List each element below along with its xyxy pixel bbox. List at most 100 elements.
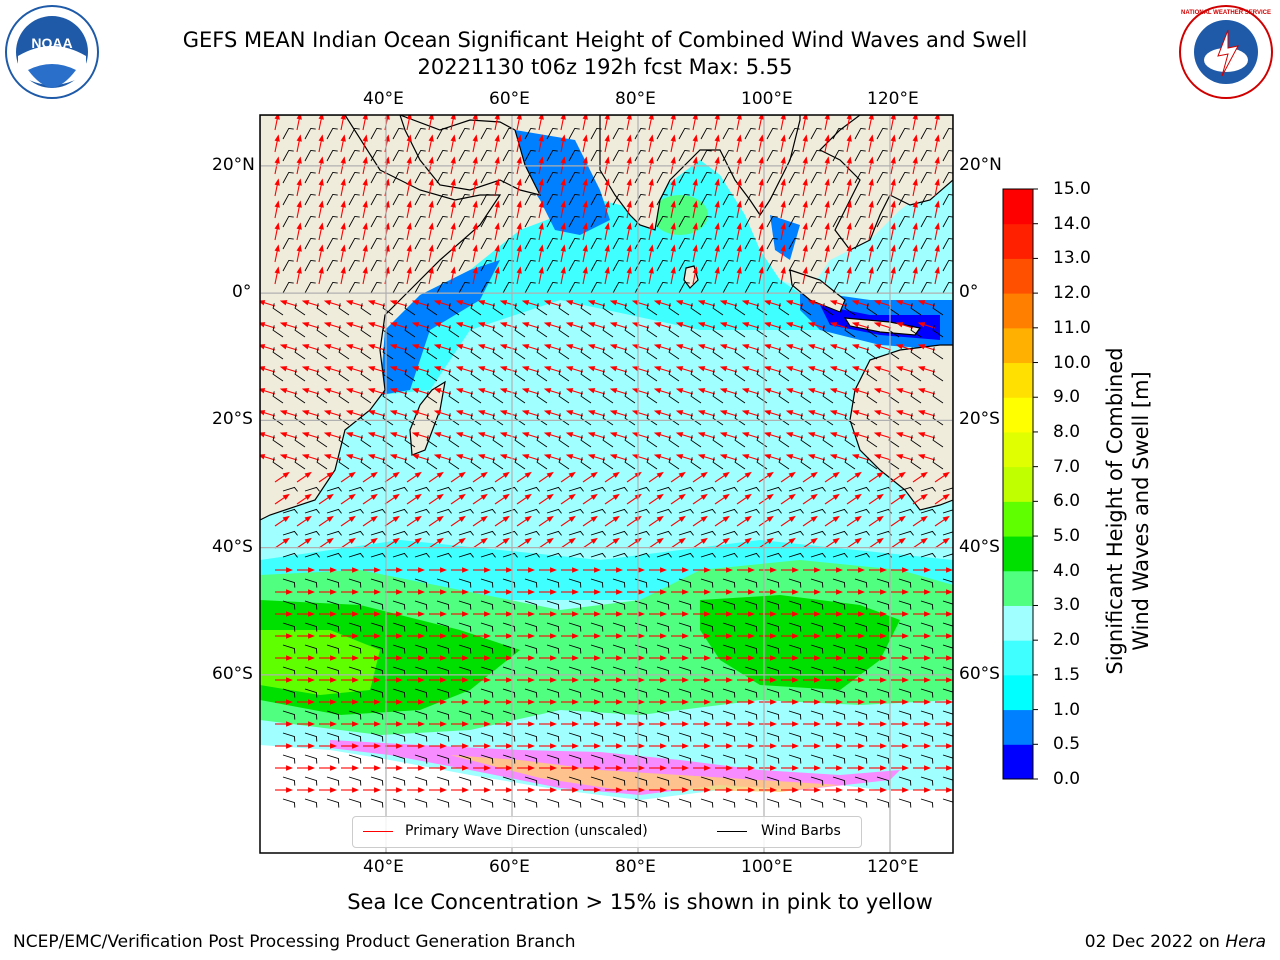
wind-barb xyxy=(272,435,284,448)
wind-barb xyxy=(854,688,868,698)
wind-barb xyxy=(734,325,746,338)
lon-tick-label-top: 120°E xyxy=(867,89,919,109)
wind-barb xyxy=(744,171,756,184)
wind-barb xyxy=(766,710,780,720)
wave-arrow-head xyxy=(587,366,596,372)
wind-barb xyxy=(668,435,680,448)
lon-tick-label-top: 40°E xyxy=(363,89,404,109)
wind-barb xyxy=(700,710,714,720)
wind-barb xyxy=(458,754,472,764)
wave-arrow-head xyxy=(572,677,579,683)
wave-arrow-head xyxy=(748,611,755,617)
wave-arrow-head xyxy=(308,589,315,595)
wave-arrow-head xyxy=(411,410,420,416)
wind-barb xyxy=(568,149,580,162)
wind-barb xyxy=(832,552,848,558)
wave-arrow-head xyxy=(719,388,728,394)
wave-arrow-head xyxy=(428,134,434,142)
wind-barb xyxy=(822,413,834,426)
wind-barb xyxy=(634,508,650,514)
wave-arrow-head xyxy=(345,410,354,416)
wind-barb xyxy=(854,776,868,786)
wave-arrow-head xyxy=(851,410,860,416)
wave-arrow-head xyxy=(506,611,513,617)
wind-barb xyxy=(876,710,890,720)
wind-barb xyxy=(734,369,746,382)
wind-barb xyxy=(800,325,812,338)
wave-arrow-head xyxy=(440,743,447,749)
wind-barb xyxy=(766,644,780,654)
wave-arrow-head xyxy=(594,787,601,793)
wind-barb xyxy=(536,435,548,448)
wind-barb xyxy=(942,193,953,206)
wind-barb xyxy=(832,127,844,140)
wind-barb xyxy=(414,281,426,294)
wave-arrow-head xyxy=(396,633,403,639)
wind-barb xyxy=(854,281,866,294)
wind-barb xyxy=(458,486,474,492)
wind-barb xyxy=(458,622,472,632)
wave-arrow-head xyxy=(502,537,510,544)
wind-barb xyxy=(414,552,430,558)
wave-arrow-head xyxy=(568,471,576,478)
wind-barb xyxy=(832,600,846,610)
wind-barb xyxy=(722,600,736,610)
wind-barb xyxy=(502,622,516,632)
wave-arrow-head xyxy=(274,200,280,208)
wave-arrow-head xyxy=(648,115,654,120)
wind-barb xyxy=(678,259,690,272)
wave-arrow-head xyxy=(890,134,896,142)
wind-barb xyxy=(282,578,296,588)
wave-arrow-head xyxy=(516,115,522,120)
wind-barb xyxy=(678,710,692,720)
wind-barb xyxy=(920,281,932,294)
wind-barb xyxy=(436,754,450,764)
wave-arrow-head xyxy=(616,677,623,683)
wave-arrow-head xyxy=(560,156,566,164)
wind-barb xyxy=(744,754,758,764)
wave-arrow-head xyxy=(697,432,706,438)
wave-arrow-head xyxy=(301,432,310,438)
wind-barb xyxy=(392,644,406,654)
wave-arrow-head xyxy=(499,432,508,438)
wind-barb xyxy=(766,776,780,786)
wind-barb xyxy=(932,391,944,404)
wind-barb xyxy=(458,710,472,720)
wave-arrow-head xyxy=(920,471,928,478)
wind-barb xyxy=(656,530,672,536)
wind-barb xyxy=(370,754,384,764)
wind-barb xyxy=(800,413,812,426)
wave-arrow-head xyxy=(323,344,332,350)
wind-barb xyxy=(294,413,306,426)
wave-arrow-head xyxy=(367,300,376,306)
wind-barb xyxy=(294,435,306,448)
wave-arrow-head xyxy=(392,471,400,478)
wave-arrow-head xyxy=(788,493,796,500)
wave-arrow-head xyxy=(550,787,557,793)
wind-barb xyxy=(272,413,284,426)
wind-barb xyxy=(392,578,406,588)
wave-arrow-head xyxy=(260,300,266,306)
wave-arrow-head xyxy=(802,115,808,120)
wave-arrow-head xyxy=(851,432,860,438)
wind-barb xyxy=(392,688,406,698)
wave-arrow-head xyxy=(308,567,315,573)
wind-barb xyxy=(920,666,934,676)
wind-barb xyxy=(546,732,560,742)
wave-arrow-head xyxy=(582,244,588,252)
wave-arrow-head xyxy=(340,266,346,274)
wave-arrow-head xyxy=(934,178,940,186)
wind-legend-swatch xyxy=(717,831,747,832)
wind-barb xyxy=(634,600,648,610)
wave-arrow-head xyxy=(286,743,293,749)
wave-arrow-head xyxy=(260,432,266,438)
wind-barb xyxy=(568,237,580,250)
wind-barb xyxy=(942,710,953,715)
wave-arrow-head xyxy=(546,493,554,500)
wave-arrow-head xyxy=(814,677,821,683)
wave-arrow-head xyxy=(572,743,579,749)
wave-arrow-head xyxy=(924,633,931,639)
wind-barb xyxy=(678,215,690,228)
wave-arrow-head xyxy=(653,322,662,328)
wave-arrow-head xyxy=(704,567,711,573)
